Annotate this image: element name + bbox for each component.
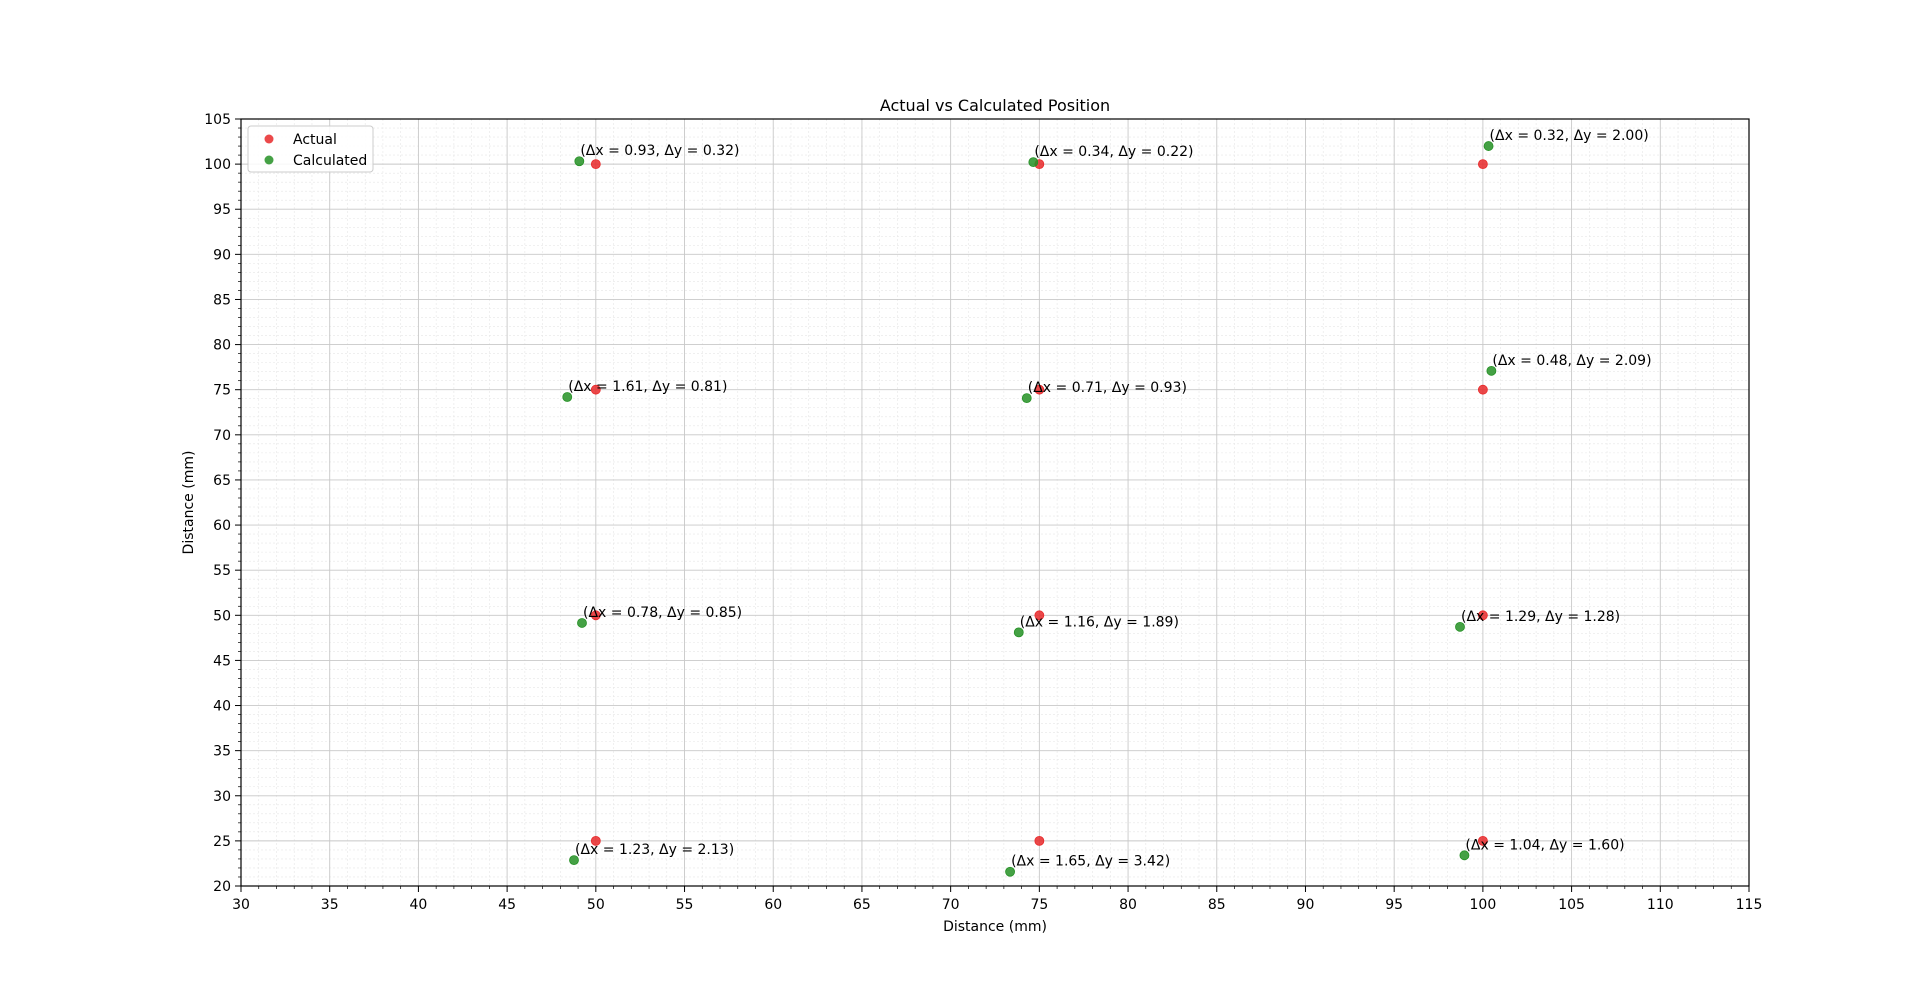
y-tick-label: 105 <box>204 112 231 128</box>
point-calculated <box>562 392 573 402</box>
annotation-label: (Δx = 0.71, Δy = 0.93) <box>1028 380 1187 396</box>
y-tick-label: 20 <box>213 879 231 895</box>
annotation-label: (Δx = 0.78, Δy = 0.85) <box>583 605 742 621</box>
point-calculated <box>1455 621 1465 632</box>
x-tick-label: 40 <box>409 897 427 913</box>
x-axis-label: Distance (mm) <box>943 919 1047 935</box>
x-tick-label: 30 <box>232 897 250 913</box>
y-tick-label: 85 <box>213 292 231 308</box>
annotation-label: (Δx = 1.16, Δy = 1.89) <box>1020 614 1179 630</box>
point-calculated <box>1486 365 1497 376</box>
plot-frame <box>240 118 1750 887</box>
legend-box <box>247 125 374 173</box>
point-actual <box>590 159 601 170</box>
annotation-label: (Δx = 0.34, Δy = 0.22) <box>1034 144 1193 160</box>
y-tick-label: 65 <box>213 473 231 489</box>
point-calculated <box>1013 627 1024 638</box>
point-calculated <box>1005 866 1015 877</box>
annotation-label: (Δx = 1.65, Δy = 3.42) <box>1011 854 1170 870</box>
y-tick-label: 55 <box>213 563 231 579</box>
point-calculated <box>1459 850 1470 861</box>
point-actual <box>590 384 601 395</box>
chart-title: Actual vs Calculated Position <box>880 96 1110 115</box>
x-tick-label: 45 <box>498 897 516 913</box>
x-tick-label: 55 <box>676 897 694 913</box>
y-tick-label: 35 <box>213 744 231 760</box>
x-tick-label: 60 <box>764 897 782 913</box>
annotation-label: (Δx = 1.61, Δy = 0.81) <box>568 379 727 395</box>
y-tick-label: 80 <box>213 338 231 354</box>
annotation-label: (Δx = 0.32, Δy = 2.00) <box>1490 128 1649 144</box>
annotation-label: (Δx = 1.23, Δy = 2.13) <box>575 842 734 858</box>
y-axis-ticks: 20 25 30 35 40 45 50 55 60 65 70 75 80 85 90 95 100 105 <box>204 112 241 895</box>
x-tick-label: 90 <box>1297 897 1315 913</box>
legend-label-actual: Actual <box>293 132 337 148</box>
y-tick-label: 75 <box>213 383 231 399</box>
point-actual <box>1034 610 1045 621</box>
point-calculated <box>1021 393 1032 403</box>
x-tick-label: 50 <box>587 897 605 913</box>
x-tick-label: 85 <box>1208 897 1226 913</box>
y-tick-label: 60 <box>213 518 231 534</box>
x-tick-label: 70 <box>942 897 960 913</box>
minor-grid <box>241 119 1749 886</box>
x-tick-label: 100 <box>1470 897 1497 913</box>
point-calculated <box>574 156 585 167</box>
x-tick-label: 75 <box>1030 897 1048 913</box>
data-points <box>562 141 1497 877</box>
major-grid <box>240 118 1750 887</box>
legend-marker-calculated <box>264 155 274 165</box>
y-tick-label: 40 <box>213 699 231 715</box>
y-axis-label: Distance (mm) <box>181 451 197 555</box>
annotations: (Δx = 0.93, Δy = 0.32) (Δx = 0.34, Δy = 0… <box>568 128 1651 870</box>
point-actual <box>1034 835 1045 846</box>
point-actual <box>590 835 601 846</box>
y-tick-label: 95 <box>213 202 231 218</box>
y-tick-label: 30 <box>213 789 231 805</box>
point-actual <box>1477 610 1488 621</box>
y-tick-label: 70 <box>213 428 231 444</box>
point-actual <box>1477 384 1488 395</box>
annotation-label: (Δx = 0.48, Δy = 2.09) <box>1492 353 1651 369</box>
x-tick-label: 105 <box>1558 897 1585 913</box>
point-calculated <box>1483 141 1494 151</box>
x-axis-ticks: 30 35 40 45 50 55 60 65 70 75 80 85 90 95 100 105 110 115 <box>232 886 1762 913</box>
point-calculated <box>577 618 587 628</box>
x-tick-label: 65 <box>853 897 871 913</box>
x-tick-label: 80 <box>1119 897 1137 913</box>
y-tick-label: 100 <box>204 157 231 173</box>
x-tick-label: 115 <box>1736 897 1763 913</box>
y-tick-label: 50 <box>213 608 231 624</box>
y-tick-label: 45 <box>213 653 231 669</box>
point-calculated <box>569 855 579 866</box>
x-tick-label: 110 <box>1647 897 1674 913</box>
point-actual <box>1477 159 1488 170</box>
point-actual <box>590 610 601 621</box>
annotation-label: (Δx = 1.29, Δy = 1.28) <box>1461 609 1620 625</box>
legend-label-calculated: Calculated <box>293 153 367 169</box>
point-actual <box>1034 384 1045 395</box>
annotation-label: (Δx = 1.04, Δy = 1.60) <box>1465 837 1624 853</box>
legend: Actual Calculated <box>247 125 374 173</box>
y-tick-label: 25 <box>213 834 231 850</box>
x-tick-label: 35 <box>321 897 339 913</box>
y-tick-label: 90 <box>213 247 231 263</box>
point-calculated <box>1028 157 1039 168</box>
legend-marker-actual <box>264 134 274 144</box>
x-tick-label: 95 <box>1385 897 1403 913</box>
annotation-label: (Δx = 0.93, Δy = 0.32) <box>580 143 739 159</box>
point-actual <box>1477 835 1488 846</box>
